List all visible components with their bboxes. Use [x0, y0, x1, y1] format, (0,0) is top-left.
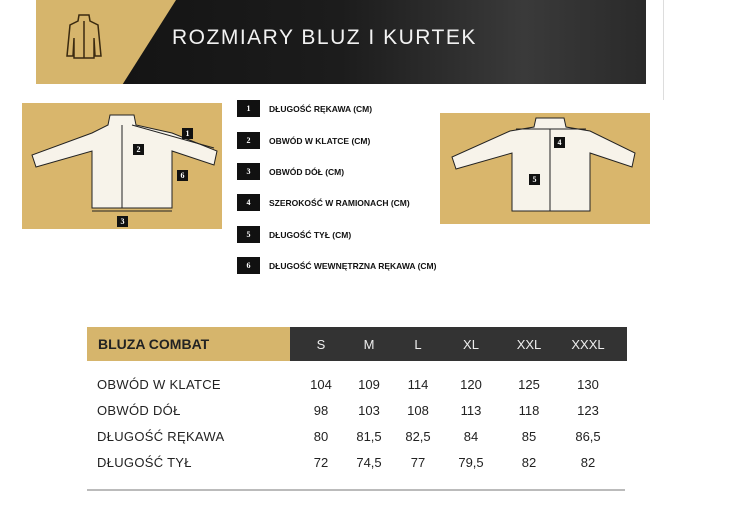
divider [663, 0, 664, 100]
size-header: M [363, 337, 375, 352]
legend-label: SZEROKOŚĆ W RAMIONACH (CM) [269, 197, 410, 208]
table-cell: 130 [577, 377, 599, 392]
table-cell: 86,5 [575, 429, 601, 444]
jacket-icon [66, 14, 102, 59]
table-cell: 113 [460, 403, 482, 418]
table-cell: 77 [410, 455, 426, 470]
table-title: BLUZA COMBAT [98, 336, 210, 352]
size-header: S [316, 337, 326, 352]
header-banner: ROZMIARY BLUZ I KURTEK [36, 0, 646, 84]
marker-5: 5 [529, 174, 540, 185]
banner-gold-panel [36, 0, 176, 84]
table-cell: 114 [407, 377, 429, 392]
marker-1: 1 [182, 128, 193, 139]
table-bottom-divider [87, 489, 625, 491]
table-cell: 82 [580, 455, 596, 470]
table-cell: 109 [358, 377, 380, 392]
legend-number: 2 [237, 132, 260, 149]
legend-label: DŁUGOŚĆ WEWNĘTRZNA RĘKAWA (CM) [269, 260, 437, 271]
legend-number: 3 [237, 163, 260, 180]
size-header: XL [463, 337, 479, 352]
banner-title: ROZMIARY BLUZ I KURTEK [172, 26, 477, 49]
table-cell: 98 [313, 403, 329, 418]
row-label: OBWÓD DÓŁ [97, 403, 181, 418]
front-jacket-diagram: 2 1 6 3 [22, 103, 222, 229]
marker-3: 3 [117, 216, 128, 227]
marker-4: 4 [554, 137, 565, 148]
legend-item: 6 DŁUGOŚĆ WEWNĘTRZNA RĘKAWA (CM) [237, 257, 436, 274]
size-header: L [414, 337, 422, 352]
marker-6: 6 [177, 170, 188, 181]
table-cell: 80 [313, 429, 329, 444]
table-header-sizes [290, 327, 627, 361]
legend-number: 1 [237, 100, 260, 117]
table-cell: 104 [310, 377, 332, 392]
table-cell: 123 [577, 403, 599, 418]
table-cell: 118 [518, 403, 540, 418]
back-jacket-diagram: 4 5 [440, 113, 650, 224]
table-cell: 82 [521, 455, 537, 470]
size-header: XXL [516, 337, 542, 352]
table-cell: 72 [313, 455, 329, 470]
row-label: OBWÓD W KLATCE [97, 377, 221, 392]
legend-label: OBWÓD DÓŁ (CM) [269, 166, 345, 177]
legend-label: OBWÓD W KLATCE (CM) [269, 135, 371, 146]
legend-item: 2 OBWÓD W KLATCE (CM) [237, 132, 370, 149]
legend-label: DŁUGOŚĆ TYŁ (CM) [269, 229, 352, 240]
table-cell: 125 [518, 377, 540, 392]
marker-2: 2 [133, 144, 144, 155]
table-cell: 81,5 [356, 429, 382, 444]
legend-item: 1 DŁUGOŚĆ RĘKAWA (CM) [237, 100, 372, 117]
table-cell: 108 [407, 403, 429, 418]
legend-label: DŁUGOŚĆ RĘKAWA (CM) [269, 103, 373, 114]
table-cell: 85 [521, 429, 537, 444]
legend-item: 4 SZEROKOŚĆ W RAMIONACH (CM) [237, 194, 410, 211]
table-cell: 79,5 [458, 455, 484, 470]
row-label: DŁUGOŚĆ TYŁ [97, 455, 192, 470]
legend-item: 3 OBWÓD DÓŁ (CM) [237, 163, 344, 180]
table-cell: 103 [358, 403, 380, 418]
legend-number: 5 [237, 226, 260, 243]
legend-number: 6 [237, 257, 260, 274]
size-header: XXXL [571, 337, 605, 352]
table-cell: 84 [463, 429, 479, 444]
legend-number: 4 [237, 194, 260, 211]
table-cell: 120 [460, 377, 482, 392]
row-label: DŁUGOŚĆ RĘKAWA [97, 429, 225, 444]
table-cell: 74,5 [356, 455, 382, 470]
table-header-title-cell: BLUZA COMBAT [87, 327, 290, 361]
legend-item: 5 DŁUGOŚĆ TYŁ (CM) [237, 226, 351, 243]
table-cell: 82,5 [405, 429, 431, 444]
